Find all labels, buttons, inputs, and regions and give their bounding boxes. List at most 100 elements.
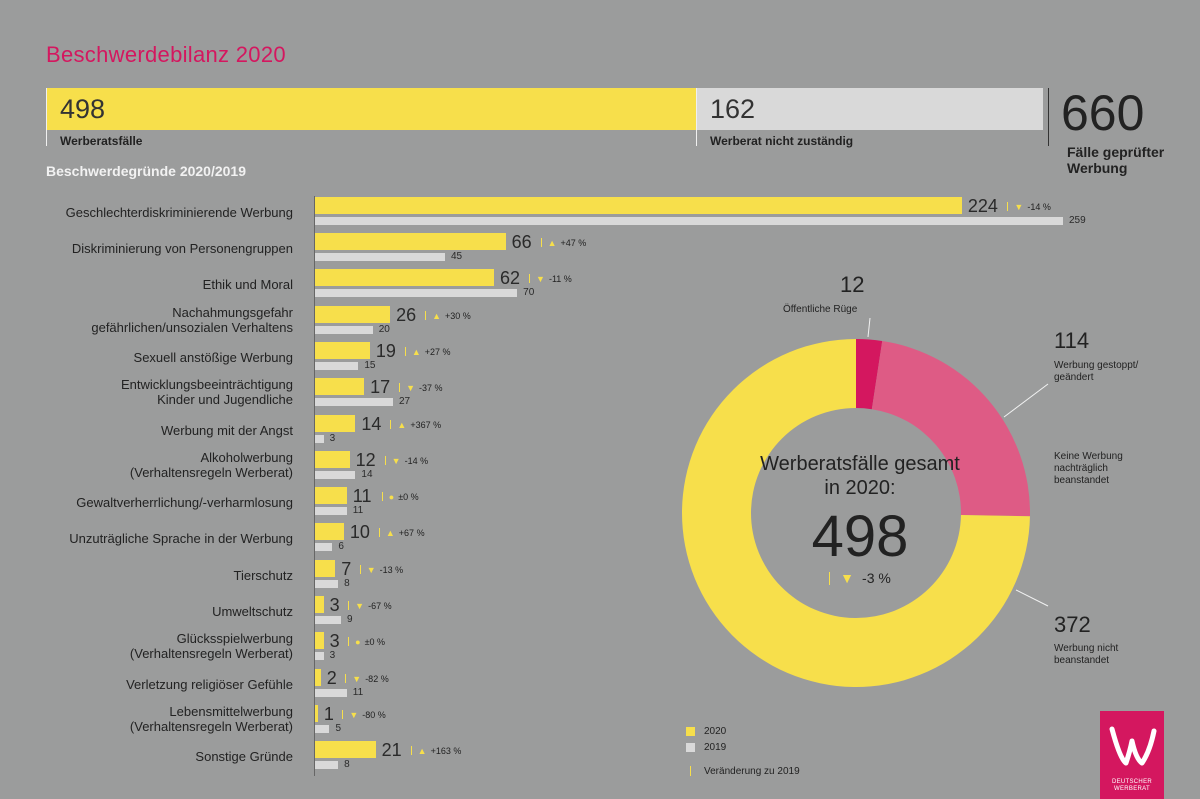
change-value: +47 % [560, 238, 587, 248]
change-label: ● ±0 % [381, 492, 419, 502]
up-triangle-icon: ▲ [397, 420, 407, 430]
change-value: +163 % [430, 746, 462, 756]
legend-swatch-2020 [686, 727, 695, 736]
legend-label-2020: 2020 [704, 726, 727, 737]
value-label-2020: 10 [349, 522, 370, 542]
value-label-2020: 19 [375, 341, 396, 361]
donut-center-label: Werberatsfälle gesamt in 2020: [760, 453, 960, 499]
change-value: -14 % [1027, 202, 1051, 212]
change-value: +367 % [410, 420, 442, 430]
down-triangle-icon: ▼ [355, 601, 365, 611]
change-value: ±0 % [398, 492, 419, 502]
category-label: Sexuell anstößige Werbung [133, 350, 293, 365]
change-label: ▼ -37 % [399, 383, 443, 393]
bar-2019 [315, 362, 359, 370]
donut-change-value: -3 % [862, 570, 891, 586]
bar-2020 [315, 197, 962, 214]
change-value: -82 % [365, 674, 389, 684]
category-label: Unzuträgliche Sprache in der Werbung [69, 531, 293, 546]
total-cases-label: Fälle geprüfter Werbung [1067, 144, 1165, 176]
bar-2019 [315, 543, 333, 551]
change-value: +67 % [398, 528, 425, 538]
change-value: -67 % [368, 601, 392, 611]
change-value: -37 % [419, 383, 443, 393]
change-label: ▲ +47 % [540, 238, 587, 248]
change-label: ▼ -13 % [359, 565, 404, 575]
down-triangle-icon: ▼ [391, 456, 401, 466]
slice-gestoppt-value: 114 [1054, 328, 1090, 353]
bar-2019 [315, 761, 339, 769]
bar-2020 [315, 233, 506, 250]
category-label: Ethik und Moral [202, 277, 293, 292]
category-label: Diskriminierung von Personengruppen [71, 241, 293, 256]
leader-line-nicht-beanstandet [1015, 589, 1049, 607]
bar-2020 [315, 342, 370, 359]
leader-line-gestoppt [1003, 383, 1049, 418]
not-responsible-number: 162 [710, 94, 756, 124]
bar-2020 [315, 306, 391, 323]
logo-line2: WERBERAT [1114, 786, 1150, 792]
change-value: -13 % [379, 565, 404, 575]
bar-2019 [315, 725, 330, 733]
change-value: -80 % [362, 710, 386, 720]
value-label-2019: 14 [361, 469, 373, 480]
change-separator [348, 637, 350, 646]
slice-ruege [856, 339, 883, 410]
bar-2020 [315, 523, 344, 540]
change-label: ● ±0 % [348, 637, 385, 647]
value-label-2019: 27 [398, 396, 411, 407]
werberat-logo: DEUTSCHER WERBERAT [1100, 711, 1164, 799]
not-responsible-label: Werberat nicht zuständig [710, 134, 854, 148]
value-label-2020: 26 [396, 305, 417, 325]
bar-2019 [315, 435, 324, 443]
value-label-2019: 15 [364, 360, 376, 371]
up-triangle-icon: ▲ [417, 746, 427, 756]
category-label: Glücksspielwerbung (Verhaltensregeln Werb… [129, 631, 293, 661]
bar-2019 [315, 580, 339, 588]
bar-2020 [315, 487, 347, 504]
bar-2019 [315, 253, 445, 261]
change-separator [540, 238, 542, 247]
change-separator [390, 420, 392, 429]
dot-icon: ● [388, 492, 395, 502]
change-separator [378, 528, 380, 537]
value-label-2019: 5 [335, 723, 341, 734]
up-triangle-icon: ▲ [385, 528, 395, 538]
legend-change-label: Veränderung zu 2019 [704, 766, 800, 777]
topbar-divider-right [1048, 88, 1049, 146]
change-value: -14 % [404, 456, 429, 466]
category-label: Umweltschutz [212, 604, 293, 619]
category-label: Lebensmittelwerbung (Verhaltensregeln Wer… [129, 704, 293, 734]
down-triangle-icon: ▼ [1014, 202, 1024, 212]
w-logo-icon [1109, 726, 1157, 766]
value-label-2019: 70 [523, 287, 535, 298]
value-label-2019: 45 [450, 251, 463, 262]
not-responsible-bar [696, 88, 1043, 130]
change-separator [1007, 202, 1009, 211]
change-separator [384, 456, 386, 465]
bar-chart-axis [314, 196, 315, 776]
change-label: ▼ -67 % [348, 601, 392, 611]
slice-ruege-label: Öffentliche Rüge [783, 304, 858, 315]
bar-2020 [315, 560, 336, 577]
leader-line-ruege [867, 317, 871, 338]
bar-chart-subtitle: Beschwerdegründe 2020/2019 [46, 163, 246, 179]
bar-2019 [315, 326, 373, 334]
change-value: +30 % [445, 311, 471, 321]
logo-text: DEUTSCHER WERBERAT [1100, 779, 1164, 793]
down-triangle-icon: ▼ [840, 570, 855, 586]
change-separator [359, 565, 361, 574]
up-triangle-icon: ▲ [432, 311, 441, 321]
category-label: Verletzung religiöser Gefühle [126, 677, 293, 692]
legend-change-marker [690, 766, 691, 776]
slice-nicht-beanstandet-value: 372 [1054, 612, 1091, 637]
value-label-2019: 20 [378, 324, 390, 335]
category-label: Tierschutz [233, 568, 293, 583]
werberat-cases-bar [46, 88, 696, 130]
legend-swatch-2019 [686, 743, 695, 752]
change-label: ▼ -82 % [345, 674, 389, 684]
change-label: ▲ +67 % [378, 528, 425, 538]
value-label-2020: 3 [329, 631, 340, 651]
werberat-cases-label: Werberatsfälle [60, 134, 143, 148]
bar-2020 [315, 705, 318, 722]
